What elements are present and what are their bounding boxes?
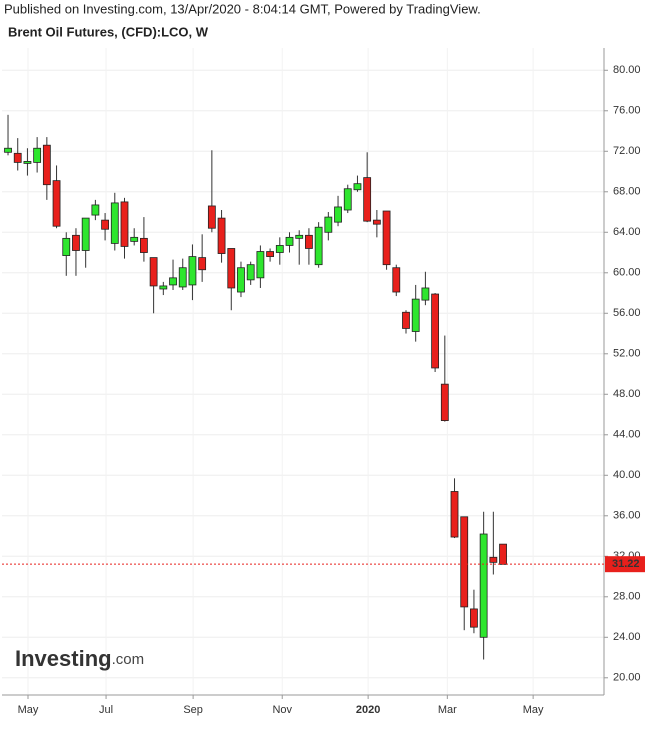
candle-body [450,491,459,538]
candle-body [140,237,148,253]
y-tick-label: 40.00 [613,469,641,481]
candle-body [314,226,323,266]
candle-body [72,234,80,251]
y-tick-label: 28.00 [613,591,641,603]
y-tick-label: 60.00 [613,267,641,279]
y-tick-label: 36.00 [613,510,641,522]
candle-body [305,234,313,249]
watermark-suffix: .com [112,651,145,668]
grid [2,48,604,695]
candle-body [460,516,469,608]
y-tick-label: 24.00 [613,631,641,643]
candle-body [324,216,333,233]
watermark: Investing.com [15,646,144,671]
candle-body [363,177,372,222]
candle-body [81,217,90,251]
candle-body [266,251,274,257]
candle-body [295,234,304,239]
candle-body [343,188,352,211]
y-tick-label: 68.00 [613,186,641,198]
candle-body [285,236,294,246]
last-price-label: 31.22 [612,558,640,570]
candle-body [382,210,391,266]
candle-body [42,144,51,186]
candle-body [217,217,226,254]
candle-body [353,183,362,191]
candle-body [237,267,245,293]
candle-body [207,205,216,229]
candle-body [198,257,207,271]
candle-body [159,285,168,290]
y-tick-label: 56.00 [613,307,641,319]
candle-body [470,608,478,628]
candle-body [120,201,129,247]
x-tick-label: 2020 [356,704,380,716]
x-tick-label: Nov [272,704,292,716]
candle-body [499,543,507,565]
candle-body [440,383,449,422]
last-price-box [605,556,645,573]
y-tick-label: 72.00 [613,145,641,157]
candle-body [256,251,265,279]
candle-body [130,236,139,242]
y-tick-label: 80.00 [613,64,641,76]
y-tick-label: 20.00 [613,672,641,684]
candle-body [62,237,71,256]
candle-body [33,147,42,163]
candles [4,114,507,660]
candle-body [52,180,61,227]
candle-body [227,248,236,289]
candle-body [4,147,12,153]
candle-body [13,152,22,163]
candle-body [421,287,430,301]
candle-body [392,267,401,293]
candle-body [110,202,119,244]
watermark-brand: Investing [15,646,112,671]
candle-body [178,267,187,288]
x-tick-label: Jul [99,704,113,716]
chart-title: Brent Oil Futures, (CFD):LCO, W [8,24,209,39]
x-tick-label: May [18,704,39,716]
candle-body [246,264,255,281]
candle-body [275,245,284,253]
candle-body [411,298,420,332]
candle-body [169,277,177,286]
candle-body [23,161,32,164]
candle-body [188,256,197,286]
x-tick-label: Mar [438,704,457,716]
y-tick-label: 64.00 [613,226,641,238]
candle-body [91,204,100,216]
y-tick-label: 76.00 [613,105,641,117]
source-line: Published on Investing.com, 13/Apr/2020 … [4,1,481,16]
candle-body [431,293,440,369]
y-tick-label: 44.00 [613,429,641,441]
candle-body [489,556,498,563]
y-tick-label: 52.00 [613,348,641,360]
candle-body [101,219,109,230]
y-tick-label: 48.00 [613,388,641,400]
candle-body [334,206,342,223]
x-tick-label: Sep [183,704,203,716]
candle-body [479,533,488,638]
x-tick-label: May [523,704,544,716]
candle-body [149,257,158,287]
candle-body [402,311,410,329]
candle-body [372,219,381,225]
